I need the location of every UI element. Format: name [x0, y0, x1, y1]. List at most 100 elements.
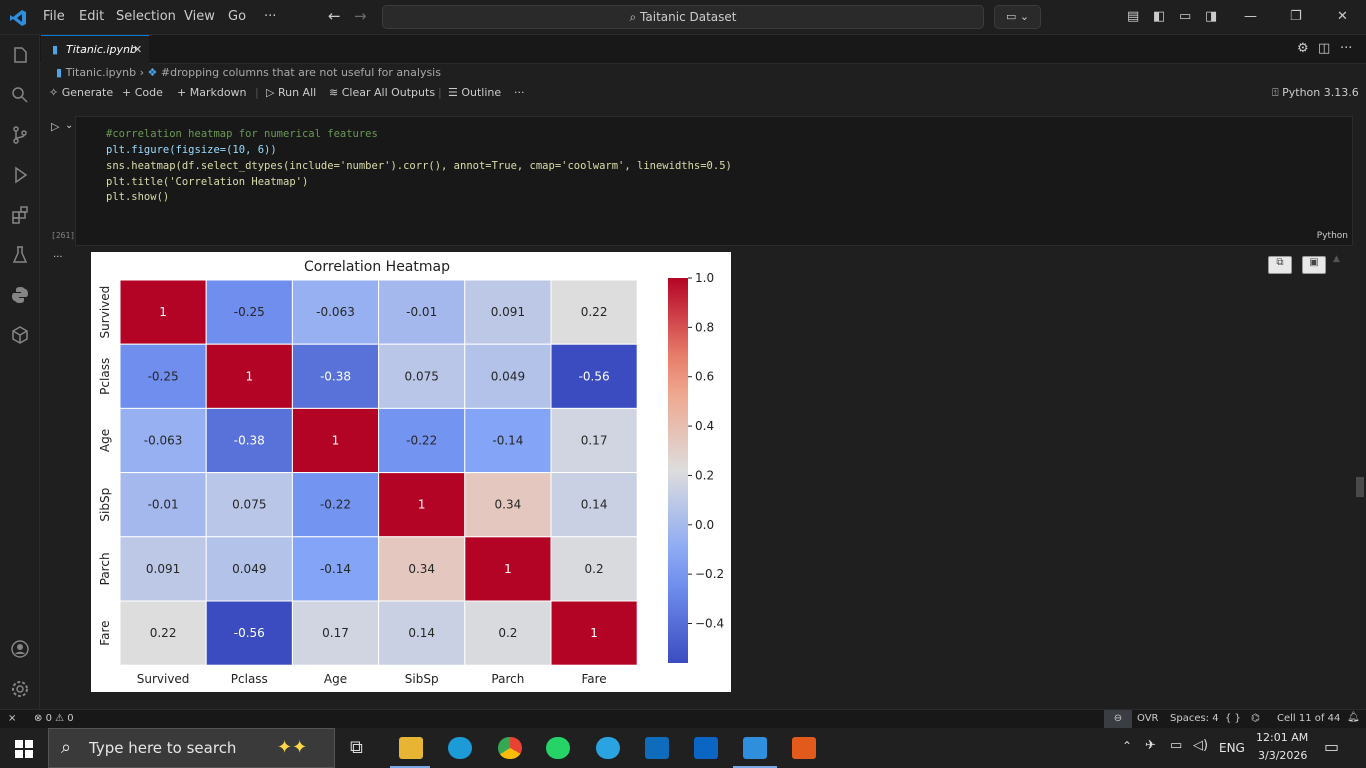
menu-file[interactable]: File — [43, 9, 65, 24]
clear-all-icon: ≋ — [329, 86, 342, 99]
jupyter-cube-icon[interactable] — [10, 325, 30, 345]
notification-center-icon[interactable]: ▭ — [1324, 737, 1340, 756]
scroll-up-icon[interactable]: ▲ — [1333, 254, 1340, 264]
taskbar-search-box[interactable]: ⌕ Type here to search ✦✦ — [48, 728, 335, 768]
linkedin-icon[interactable] — [694, 737, 718, 759]
minimize-icon[interactable]: — — [1244, 9, 1257, 24]
menu-more[interactable]: ··· — [264, 9, 277, 24]
whatsapp-icon[interactable] — [546, 737, 570, 759]
explorer-icon[interactable] — [10, 45, 30, 65]
clock-time[interactable]: 12:01 AM — [1256, 731, 1309, 744]
ovr-mode[interactable]: OVR — [1137, 713, 1159, 724]
edge-icon[interactable] — [448, 737, 472, 759]
breadcrumb-section[interactable]: #dropping columns that are not useful fo… — [160, 66, 441, 79]
cell-language-label[interactable]: Python — [1316, 231, 1348, 241]
toolbar-more-button[interactable]: ··· — [514, 86, 525, 99]
back-arrow-icon[interactable]: ← — [328, 7, 341, 25]
chevron-up-icon[interactable]: ⌃ — [1122, 739, 1133, 753]
code-line-1: #correlation heatmap for numerical featu… — [106, 128, 378, 140]
more-actions-icon[interactable]: ··· — [1340, 41, 1353, 56]
copilot-status-icon[interactable]: ⌬ — [1251, 713, 1260, 724]
tab-titanic-notebook[interactable]: ▮ Titanic.ipynb ✕ — [41, 35, 149, 64]
breadcrumb-file[interactable]: Titanic.ipynb — [65, 66, 137, 79]
extensions-icon[interactable] — [10, 205, 30, 225]
remote-icon[interactable]: ⨯ — [8, 713, 17, 724]
menu-edit[interactable]: Edit — [79, 9, 105, 24]
matlab-icon[interactable] — [792, 737, 816, 759]
scrollbar-thumb[interactable] — [1356, 477, 1364, 497]
menu-go[interactable]: Go — [228, 9, 247, 24]
search-icon[interactable] — [10, 85, 30, 105]
close-tab-icon[interactable]: ✕ — [133, 43, 143, 56]
run-cell-icon[interactable]: ▷ — [51, 120, 60, 133]
error-count: 0 — [45, 713, 52, 724]
split-editor-icon[interactable]: ◫ — [1318, 41, 1331, 56]
copy-output-icon[interactable]: ⧉ — [1268, 256, 1292, 274]
file-explorer-icon[interactable] — [399, 737, 423, 759]
language-mode[interactable]: { } — [1225, 713, 1241, 724]
cell-annotation: 0.049 — [232, 562, 266, 576]
cell-annotation: 0.091 — [146, 562, 180, 576]
code-cell[interactable]: Python — [75, 116, 1353, 246]
kernel-picker[interactable]: ⍐ Python 3.13.6 — [1272, 86, 1359, 100]
network-icon[interactable]: ✈ — [1145, 738, 1156, 753]
settings-gear-icon[interactable] — [10, 679, 30, 699]
forward-arrow-icon[interactable]: → — [354, 7, 367, 25]
heatmap-cell — [205, 536, 293, 602]
source-control-icon[interactable] — [10, 125, 30, 145]
telegram-icon[interactable] — [596, 737, 620, 759]
heatmap-cell — [378, 343, 466, 409]
command-center-search[interactable]: ⌕ Taitanic Dataset — [382, 5, 984, 29]
python-icon[interactable] — [10, 285, 30, 305]
run-all-button[interactable]: ▷ Run All — [266, 86, 316, 99]
windows-start-icon[interactable] — [15, 740, 33, 758]
add-code-button[interactable]: + Code — [122, 86, 163, 99]
toggle-bottom-panel-icon[interactable]: ▭ — [1179, 9, 1192, 24]
close-window-icon[interactable]: ✕ — [1337, 9, 1348, 24]
problems-indicator[interactable]: ⊗ 0 ⚠ 0 — [34, 713, 74, 724]
volume-icon[interactable]: ◁) — [1193, 738, 1209, 753]
cell-annotation: -0.22 — [406, 434, 437, 448]
cell-annotation: -0.38 — [234, 434, 265, 448]
heatmap-cell — [291, 407, 380, 474]
chrome-icon[interactable] — [498, 737, 522, 759]
notifications-bell-icon[interactable]: 🔔︎ — [1347, 712, 1360, 723]
heatmap-cell — [464, 600, 552, 666]
clear-outputs-button[interactable]: ≋ Clear All Outputs — [329, 86, 435, 99]
zoom-icon[interactable]: ⊖ — [1104, 710, 1132, 728]
account-icon[interactable] — [10, 639, 30, 659]
chevron-down-icon[interactable]: ⌄ — [65, 120, 74, 131]
save-output-icon[interactable]: ▣ — [1302, 256, 1326, 274]
task-view-icon[interactable]: ⧉ — [350, 737, 363, 758]
menu-view[interactable]: View — [184, 9, 215, 24]
outline-button[interactable]: ☰ Outline — [448, 86, 501, 99]
clock-date[interactable]: 3/3/2026 — [1258, 749, 1308, 762]
generate-button[interactable]: ✧ Generate — [49, 86, 113, 99]
indentation-setting[interactable]: Spaces: 4 — [1170, 713, 1219, 724]
language-indicator[interactable]: ENG — [1219, 741, 1245, 755]
cell-annotation: 1 — [332, 434, 340, 448]
run-debug-icon[interactable] — [10, 165, 30, 185]
vscode-taskbar-icon[interactable] — [743, 737, 767, 759]
settings-gear-icon[interactable]: ⚙ — [1297, 41, 1309, 56]
cell-annotation: -0.38 — [320, 369, 351, 383]
copilot-icon: ▭ — [1005, 10, 1017, 23]
colorbar-tick-label: 0.2 — [695, 468, 714, 482]
heatmap-cell — [291, 600, 380, 666]
toggle-sidebar-icon[interactable]: ◧ — [1153, 9, 1166, 24]
colorbar-tick-label: 0.4 — [695, 419, 714, 433]
cell-position[interactable]: Cell 11 of 44 — [1277, 713, 1341, 724]
toggle-secondary-sidebar-icon[interactable]: ◨ — [1205, 9, 1218, 24]
desktop-app-icon[interactable] — [645, 737, 669, 759]
testing-flask-icon[interactable] — [10, 245, 30, 265]
copilot-button[interactable]: ▭ ⌄ — [994, 5, 1041, 29]
output-more-button[interactable]: ··· — [53, 252, 63, 263]
add-markdown-button[interactable]: + Markdown — [177, 86, 247, 99]
heatmap-cell — [464, 407, 552, 474]
battery-icon[interactable]: ▭ — [1170, 738, 1183, 753]
error-icon: ⊗ — [34, 713, 46, 724]
warning-count: 0 — [67, 713, 74, 724]
toggle-panel-icon[interactable]: ▤ — [1127, 9, 1140, 24]
menu-selection[interactable]: Selection — [116, 9, 176, 24]
restore-icon[interactable]: ❐ — [1290, 9, 1302, 24]
